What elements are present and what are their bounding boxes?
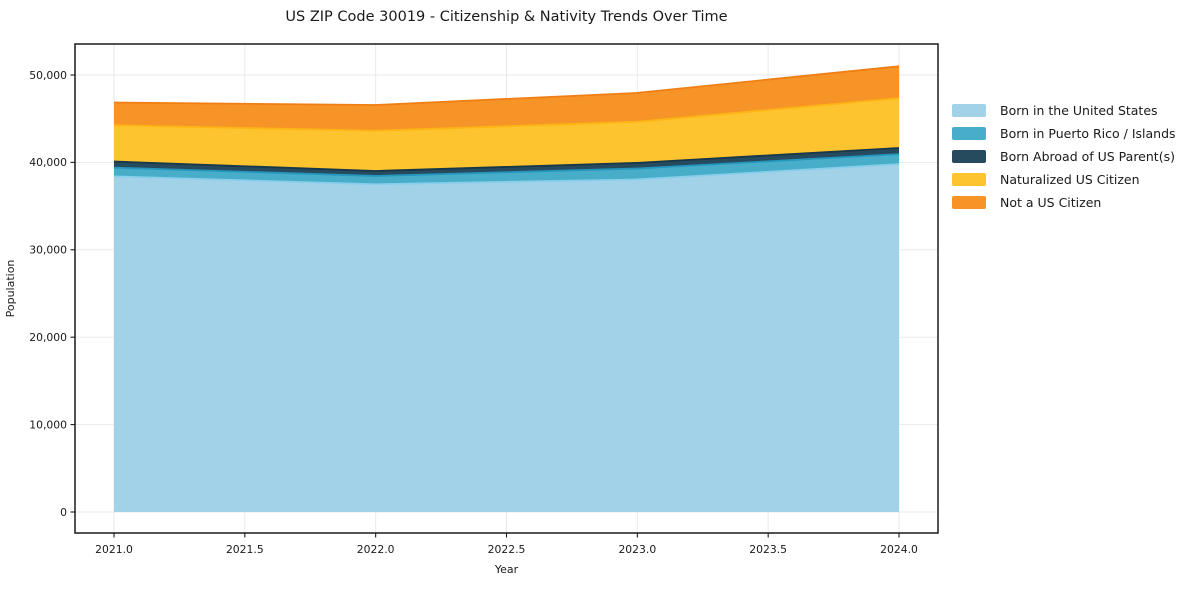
legend-item-4: Not a US Citizen bbox=[952, 195, 1176, 210]
x-axis-label: Year bbox=[494, 563, 519, 576]
legend: Born in the United States Born in Puerto … bbox=[952, 103, 1176, 219]
legend-label: Naturalized US Citizen bbox=[1000, 172, 1140, 187]
x-tick-label: 2022.5 bbox=[488, 543, 526, 556]
legend-label: Born in the United States bbox=[1000, 103, 1158, 118]
x-tick-label: 2024.0 bbox=[880, 543, 918, 556]
legend-label: Born in Puerto Rico / Islands bbox=[1000, 126, 1176, 141]
x-tick-label: 2021.0 bbox=[95, 543, 133, 556]
edge-series-1 bbox=[113, 153, 900, 177]
legend-label: Not a US Citizen bbox=[1000, 195, 1102, 210]
y-tick-label: 10,000 bbox=[29, 418, 67, 431]
edge-series-4 bbox=[113, 65, 900, 106]
legend-item-0: Born in the United States bbox=[952, 103, 1176, 118]
legend-swatch-icon bbox=[952, 127, 986, 140]
edge-series-3 bbox=[113, 97, 900, 132]
y-tick-label: 30,000 bbox=[29, 244, 67, 257]
legend-item-3: Naturalized US Citizen bbox=[952, 172, 1176, 187]
legend-swatch-icon bbox=[952, 104, 986, 117]
y-axis-label: Population bbox=[4, 260, 17, 318]
legend-swatch-icon bbox=[952, 173, 986, 186]
y-tick-label: 40,000 bbox=[29, 156, 67, 169]
x-tick-label: 2023.0 bbox=[618, 543, 656, 556]
x-tick-label: 2022.0 bbox=[357, 543, 395, 556]
area-series-4 bbox=[114, 66, 899, 131]
chart-title: US ZIP Code 30019 - Citizenship & Nativi… bbox=[285, 9, 728, 25]
legend-swatch-icon bbox=[952, 196, 986, 209]
y-tick-label: 0 bbox=[60, 506, 67, 519]
area-series-0 bbox=[114, 164, 899, 512]
x-tick-label: 2021.5 bbox=[226, 543, 264, 556]
area-series-1 bbox=[114, 154, 899, 185]
y-tick-label: 20,000 bbox=[29, 331, 67, 344]
legend-swatch-icon bbox=[952, 150, 986, 163]
x-tick-label: 2023.5 bbox=[749, 543, 787, 556]
legend-item-1: Born in Puerto Rico / Islands bbox=[952, 126, 1176, 141]
edge-series-0 bbox=[113, 163, 900, 186]
legend-label: Born Abroad of US Parent(s) bbox=[1000, 149, 1175, 164]
area-edge-lines bbox=[113, 65, 900, 186]
edge-series-2 bbox=[113, 147, 900, 172]
y-tick-label: 50,000 bbox=[29, 69, 67, 82]
axis-ticks: 2021.0 2021.5 2022.0 2022.5 2023.0 2023.5 2024… bbox=[29, 69, 918, 556]
legend-item-2: Born Abroad of US Parent(s) bbox=[952, 149, 1176, 164]
stacked-areas bbox=[114, 66, 899, 512]
